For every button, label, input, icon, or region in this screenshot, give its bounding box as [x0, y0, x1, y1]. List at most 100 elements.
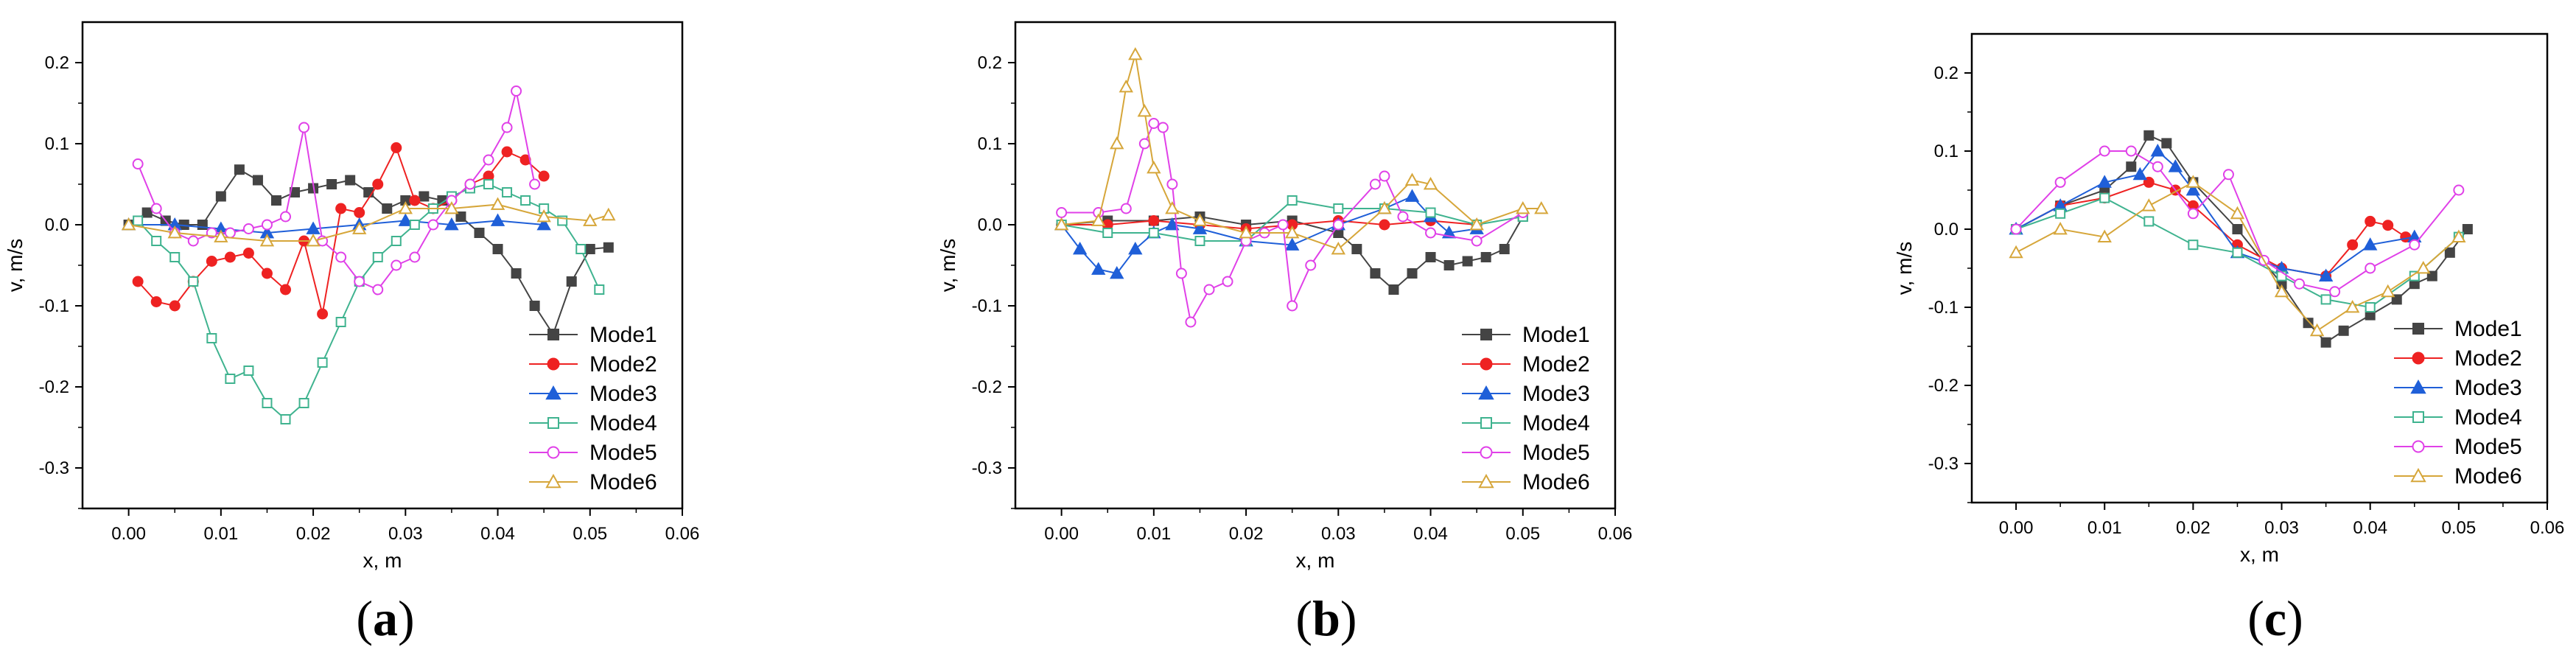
data-point-mode1 [270, 195, 281, 206]
data-point-mode6 [536, 209, 551, 223]
data-point-mode4 [372, 252, 383, 262]
data-point-mode3 [2185, 182, 2201, 196]
data-point-mode1 [2426, 270, 2437, 281]
data-point-mode4 [483, 179, 494, 189]
data-point-mode1 [2126, 161, 2137, 172]
legend-label: Mode1 [589, 323, 657, 347]
x-tick-label: 0.05 [573, 524, 607, 544]
data-point-mode5 [1305, 259, 1317, 271]
data-point-mode4 [280, 414, 291, 424]
data-point-mode3 [1128, 241, 1143, 255]
y-tick-label: 0.2 [1934, 63, 1959, 83]
series-mode4 [133, 179, 605, 424]
legend-marker [1480, 329, 1492, 340]
x-tick-label: 0.05 [2441, 518, 2476, 538]
data-point-mode1 [511, 268, 522, 279]
data-point-mode6 [2416, 260, 2431, 274]
data-point-mode3 [444, 217, 459, 231]
data-point-mode5 [261, 219, 273, 231]
plot-frame [1970, 32, 2549, 504]
data-point-mode6 [1516, 200, 1530, 214]
data-point-mode3 [306, 221, 321, 234]
y-tick-label: -0.1 [1928, 298, 1959, 318]
data-point-mode2 [2365, 215, 2376, 227]
data-point-mode3 [398, 213, 413, 226]
legend-marker [547, 417, 559, 429]
legend-marker [2410, 467, 2426, 483]
data-point-mode6 [1469, 217, 1484, 231]
data-point-mode4 [391, 236, 402, 246]
data-point-mode4 [575, 244, 587, 254]
data-point-mode6 [1239, 225, 1253, 239]
data-point-mode4 [2409, 270, 2420, 281]
data-point-mode2 [169, 300, 181, 312]
data-point-mode5 [529, 178, 541, 190]
panel-label: (a) [356, 590, 414, 646]
legend-label: Mode5 [2454, 435, 2522, 459]
legend-label: Mode3 [1522, 382, 1590, 406]
data-point-mode1 [382, 203, 393, 214]
data-point-mode1 [566, 276, 577, 287]
data-point-mode3 [2168, 159, 2183, 172]
x-tick-label: 0.02 [1229, 524, 1264, 544]
series-mode5 [2010, 145, 2465, 298]
data-point-mode2 [242, 248, 254, 259]
legend-label: Mode6 [1522, 470, 1590, 494]
data-point-mode1 [2338, 325, 2349, 336]
legend-label: Mode1 [1522, 323, 1590, 347]
legend-label: Mode2 [589, 352, 657, 377]
data-point-mode5 [1148, 118, 1160, 129]
data-point-mode3 [1165, 217, 1180, 231]
data-point-mode2 [538, 170, 550, 182]
series-line-mode3 [1060, 195, 1477, 275]
data-point-mode6 [601, 207, 616, 221]
data-point-mode2 [224, 251, 236, 263]
data-point-mode5 [2365, 262, 2376, 274]
legend-marker [1478, 473, 1494, 489]
data-point-mode6 [259, 233, 275, 247]
data-point-mode1 [603, 242, 614, 253]
data-point-mode2 [2347, 239, 2359, 251]
x-axis-title: x, m [1296, 549, 1335, 572]
data-point-mode5 [280, 211, 292, 223]
y-tick-label: -0.3 [1928, 454, 1959, 474]
data-point-mode4 [335, 317, 346, 327]
data-point-mode3 [2150, 143, 2166, 157]
data-point-mode2 [150, 296, 162, 307]
legend-label: Mode5 [589, 441, 657, 465]
data-point-mode5 [501, 122, 513, 133]
series-mode1 [2011, 130, 2473, 348]
data-point-mode1 [1462, 256, 1473, 267]
y-tick-label: -0.2 [39, 377, 69, 397]
panel-b: 0.00 0.01 0.02 0.03 0.04 0.05 0.06 0.2 0.1 0.0 -0.… [937, 21, 1632, 646]
series-line-mode6 [128, 203, 609, 242]
data-point-mode6 [2381, 284, 2395, 298]
data-point-mode4 [2188, 239, 2199, 251]
x-tick-label: 0.02 [2176, 518, 2211, 538]
y-tick-label: 0.2 [45, 53, 69, 73]
data-point-mode6 [1284, 225, 1300, 239]
data-point-mode1 [2462, 224, 2473, 234]
series-mode6 [2009, 175, 2466, 337]
legend-marker [2410, 379, 2426, 394]
data-point-mode6 [2053, 221, 2068, 235]
data-point-mode5 [427, 219, 439, 231]
y-tick-label: -0.2 [1928, 376, 1959, 396]
data-point-mode5 [2099, 145, 2110, 157]
data-point-mode5 [1120, 203, 1132, 214]
data-point-mode4 [2365, 302, 2376, 312]
legend-label: Mode2 [2454, 346, 2522, 371]
y-tick-label: -0.3 [972, 458, 1002, 478]
legend-label: Mode3 [2454, 376, 2522, 400]
data-point-mode5 [224, 227, 236, 239]
data-point-mode5 [1425, 227, 1437, 239]
x-tick-label: 0.03 [388, 524, 423, 544]
x-tick-label: 0.00 [1044, 524, 1079, 544]
data-point-mode6 [167, 225, 182, 239]
data-point-mode6 [1165, 200, 1180, 214]
data-point-mode4 [1194, 236, 1205, 246]
series-mode5 [132, 85, 541, 295]
data-point-mode4 [298, 398, 309, 408]
data-point-mode5 [511, 85, 522, 97]
data-point-mode5 [2329, 286, 2341, 298]
